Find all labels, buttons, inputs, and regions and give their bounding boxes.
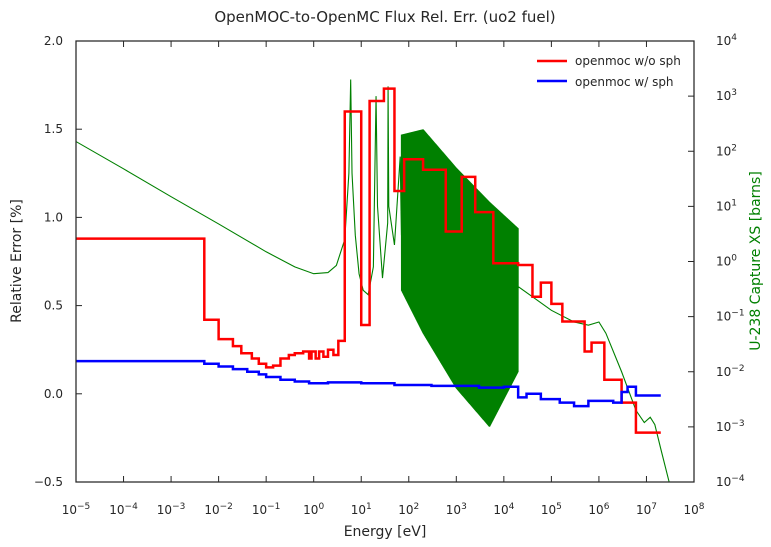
series-line-openmoc-w-sph: [76, 359, 661, 408]
y2-tick-label: 10−1: [716, 309, 745, 324]
y2-tick-label: 10−4: [716, 474, 745, 489]
y-tick-label: 1.0: [44, 210, 63, 224]
x-tick-label: 10−2: [204, 502, 233, 517]
series-line-openmoc-wo-sph: [76, 87, 661, 434]
y2-axis-label: U-238 Capture XS [barns]: [748, 171, 764, 351]
x-tick-label: 106: [588, 502, 609, 517]
y2-tick-label: 10−2: [716, 364, 745, 379]
x-tick-label: 103: [446, 502, 467, 517]
legend: openmoc w/o sph openmoc w/ sph: [537, 54, 681, 89]
x-tick-label: 10−5: [62, 502, 91, 517]
y2-tick-label: 104: [716, 33, 737, 48]
y-axis-ticks: −0.5 0.0 0.5 1.0 1.5 2.0: [34, 34, 82, 489]
series-line-u238-capture-xs: [76, 79, 670, 482]
x-tick-label: 10−4: [109, 502, 138, 517]
x-tick-label: 10−3: [157, 502, 186, 517]
x-tick-label: 105: [541, 502, 562, 517]
y-tick-label: 2.0: [44, 34, 63, 48]
green-xs-layer: [76, 79, 670, 482]
y2-tick-label: 100: [716, 254, 737, 269]
legend-label-w-sph: openmoc w/ sph: [575, 75, 674, 89]
x-tick-label: 10−1: [252, 502, 281, 517]
x-tick-label: 100: [303, 502, 324, 517]
y2-tick-label: 103: [716, 88, 737, 103]
y2-axis-ticks: 10−4 10−3 10−2 10−1 100 101 102 103 104: [688, 33, 745, 489]
x-tick-label: 108: [683, 502, 704, 517]
step-series-layer: [76, 87, 661, 434]
y-tick-label: 0.5: [44, 299, 63, 313]
y-axis-label: Relative Error [%]: [9, 199, 25, 323]
x-tick-label: 101: [351, 502, 372, 517]
legend-label-wo-sph: openmoc w/o sph: [575, 54, 681, 68]
x-axis-ticks: 10−5 10−4 10−3 10−2 10−1 100 101 102 103 104 105 10…: [62, 41, 705, 517]
y-tick-label: −0.5: [34, 475, 63, 489]
y-tick-label: 1.5: [44, 122, 63, 136]
y2-tick-label: 102: [716, 143, 737, 158]
x-tick-label: 104: [493, 502, 514, 517]
x-tick-label: 102: [398, 502, 419, 517]
chart-title: OpenMOC-to-OpenMC Flux Rel. Err. (uo2 fu…: [214, 8, 555, 26]
x-tick-label: 107: [636, 502, 657, 517]
y2-tick-label: 101: [716, 198, 737, 213]
plot-frame: [75, 40, 695, 483]
x-axis-label: Energy [eV]: [344, 524, 427, 540]
y2-tick-label: 10−3: [716, 419, 745, 434]
y-tick-label: 0.0: [44, 387, 63, 401]
